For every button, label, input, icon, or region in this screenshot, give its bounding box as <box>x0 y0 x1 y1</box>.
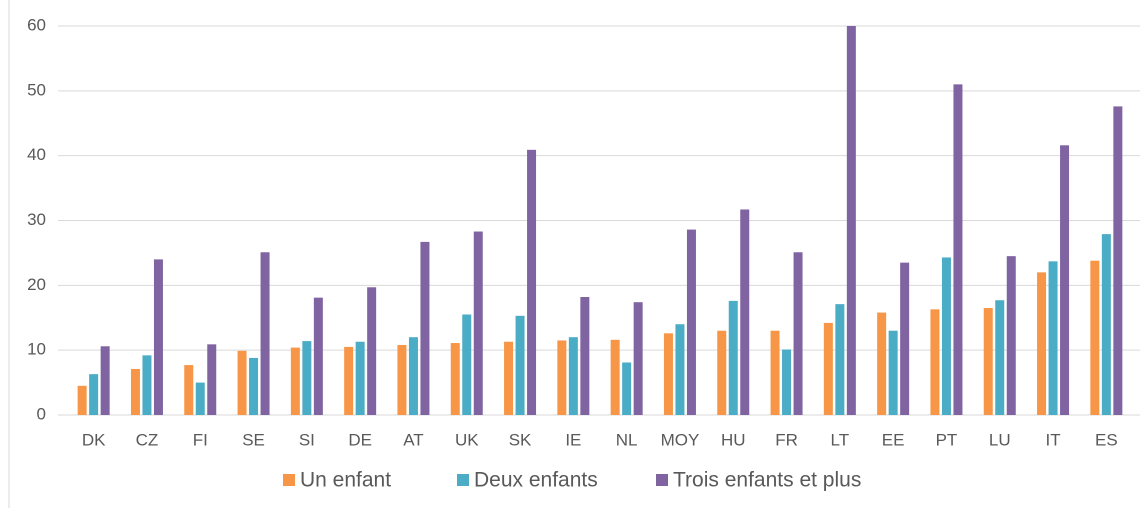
bar <box>770 330 780 415</box>
bar <box>663 333 673 415</box>
bar <box>877 312 887 415</box>
bar <box>622 362 632 415</box>
bar <box>953 84 963 415</box>
bar <box>77 385 87 415</box>
legend-swatch <box>283 474 295 486</box>
bar <box>504 341 514 415</box>
bar <box>515 315 525 415</box>
x-tick-label: SI <box>299 430 315 449</box>
bar <box>207 344 217 415</box>
bar <box>290 347 300 415</box>
bar <box>89 374 99 415</box>
x-tick-label: AT <box>403 430 423 449</box>
bar <box>835 304 845 415</box>
x-tick-label: HU <box>721 430 746 449</box>
bar <box>100 346 110 415</box>
bar <box>195 382 205 415</box>
bar <box>313 297 323 415</box>
bar <box>462 314 472 415</box>
bar <box>782 349 792 415</box>
y-tick-label: 40 <box>27 145 46 164</box>
x-tick-label: FI <box>193 430 208 449</box>
x-tick-label: PT <box>936 430 958 449</box>
bar <box>568 337 578 415</box>
x-tick-label: CZ <box>136 430 159 449</box>
x-tick-label: FR <box>775 430 798 449</box>
legend-swatch <box>457 474 469 486</box>
legend-swatch <box>656 474 668 486</box>
x-tick-label: LU <box>989 430 1011 449</box>
bar <box>153 259 163 415</box>
x-tick-label: LT <box>831 430 850 449</box>
bar <box>142 355 152 415</box>
bar <box>930 309 940 415</box>
bar <box>793 252 803 415</box>
x-tick-label: ES <box>1095 430 1118 449</box>
bar <box>420 241 430 415</box>
legend-label: Deux enfants <box>474 469 598 492</box>
bar <box>900 262 910 415</box>
bar <box>846 26 856 415</box>
bar <box>237 350 247 415</box>
bar <box>130 368 140 415</box>
bar <box>1048 261 1058 415</box>
legend-label: Trois enfants et plus <box>673 469 861 492</box>
bar <box>941 257 951 415</box>
bar <box>675 324 685 415</box>
bar <box>823 322 833 415</box>
bar <box>717 330 727 415</box>
x-tick-label: SK <box>509 430 532 449</box>
bar <box>249 357 259 415</box>
bar <box>1090 260 1100 415</box>
bar <box>580 297 590 415</box>
bar <box>527 149 537 415</box>
y-tick-label: 0 <box>37 404 46 423</box>
legend-label: Un enfant <box>300 469 391 492</box>
bar <box>397 344 407 415</box>
x-tick-label: NL <box>616 430 638 449</box>
bar <box>408 337 418 415</box>
bar <box>610 339 620 415</box>
bar <box>355 341 365 415</box>
y-tick-label: 10 <box>27 340 46 359</box>
bar <box>1060 145 1070 415</box>
bar <box>1113 106 1123 415</box>
x-tick-label: DE <box>348 430 372 449</box>
bar <box>450 343 460 415</box>
bar <box>1006 256 1016 415</box>
x-tick-label: UK <box>455 430 479 449</box>
bar <box>473 231 483 415</box>
bar <box>995 300 1005 415</box>
y-tick-label: 50 <box>27 80 46 99</box>
x-tick-label: IE <box>565 430 581 449</box>
x-tick-label: EE <box>882 430 905 449</box>
bar <box>260 252 270 415</box>
y-tick-label: 30 <box>27 210 46 229</box>
bar <box>983 308 993 415</box>
bar <box>1101 234 1111 415</box>
y-tick-label: 60 <box>27 15 46 34</box>
bar <box>302 341 312 415</box>
bar <box>184 365 194 415</box>
bar <box>633 302 643 415</box>
x-tick-label: SE <box>242 430 265 449</box>
bar <box>557 340 567 415</box>
bar <box>728 300 738 415</box>
bar <box>740 209 750 415</box>
y-tick-label: 20 <box>27 275 46 294</box>
bar <box>367 287 377 415</box>
x-tick-label: IT <box>1045 430 1060 449</box>
bar <box>1037 272 1047 415</box>
x-tick-label: MOY <box>661 430 700 449</box>
bar <box>686 229 696 415</box>
x-tick-label: DK <box>82 430 106 449</box>
bar <box>888 330 898 415</box>
bar <box>344 346 354 415</box>
